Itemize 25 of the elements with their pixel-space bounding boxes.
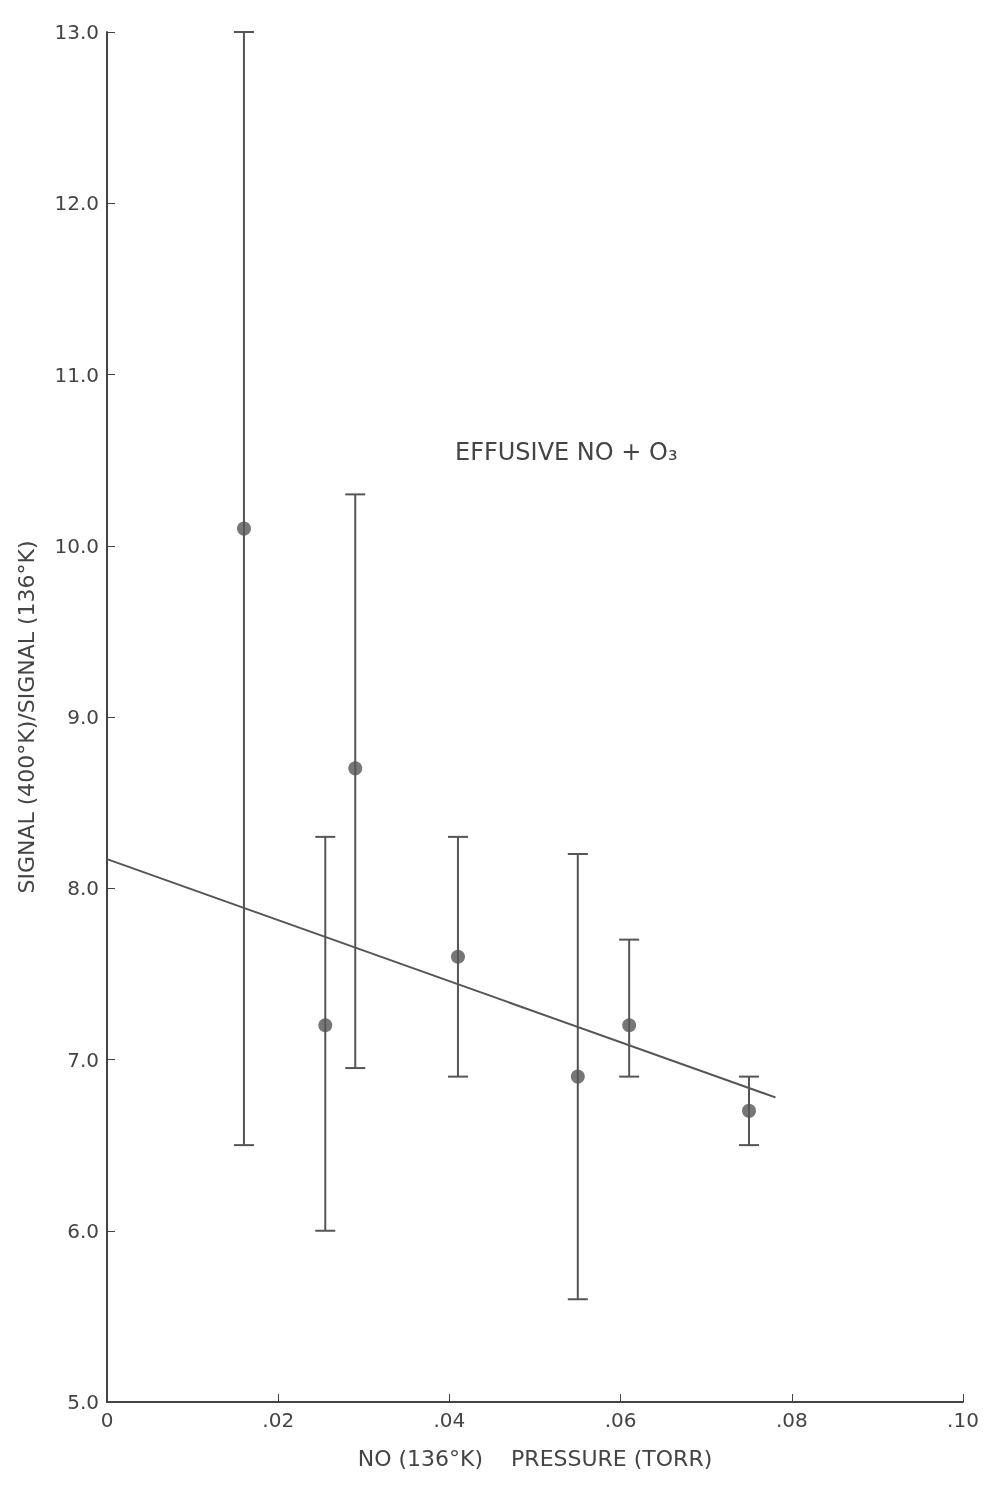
y-tick-label: 11.0 xyxy=(54,362,99,387)
y-axis-title: SIGNAL (400°K)/SIGNAL (136°K) xyxy=(13,540,39,894)
y-tick-label: 13.0 xyxy=(54,20,99,44)
y-tick-label: 8.0 xyxy=(67,876,99,901)
x-tick-label: .08 xyxy=(775,1408,808,1432)
x-axis-title: NO (136°K) PRESSURE (TORR) xyxy=(357,1445,713,1471)
y-tick-label: 12.0 xyxy=(54,191,99,216)
point xyxy=(348,761,363,776)
y-tick-label: 10.0 xyxy=(54,533,99,558)
point xyxy=(236,521,251,536)
point xyxy=(570,1069,585,1084)
y-tick-label: 9.0 xyxy=(67,705,99,729)
annotation: EFFUSIVE NO + O₃ xyxy=(455,438,678,466)
y-tick-label: 6.0 xyxy=(67,1218,99,1243)
y-tick-label: 7.0 xyxy=(67,1047,99,1072)
point xyxy=(742,1103,756,1118)
x-tick-label: 0 xyxy=(100,1408,114,1432)
x-tick-label: .02 xyxy=(262,1408,295,1432)
point xyxy=(622,1018,637,1033)
x-tick-label: .06 xyxy=(604,1408,637,1432)
x-tick-label: .04 xyxy=(433,1408,466,1432)
y-tick-label: 5.0 xyxy=(67,1390,99,1414)
point xyxy=(318,1018,333,1033)
point xyxy=(450,949,465,964)
x-tick-label: .10 xyxy=(947,1408,979,1432)
